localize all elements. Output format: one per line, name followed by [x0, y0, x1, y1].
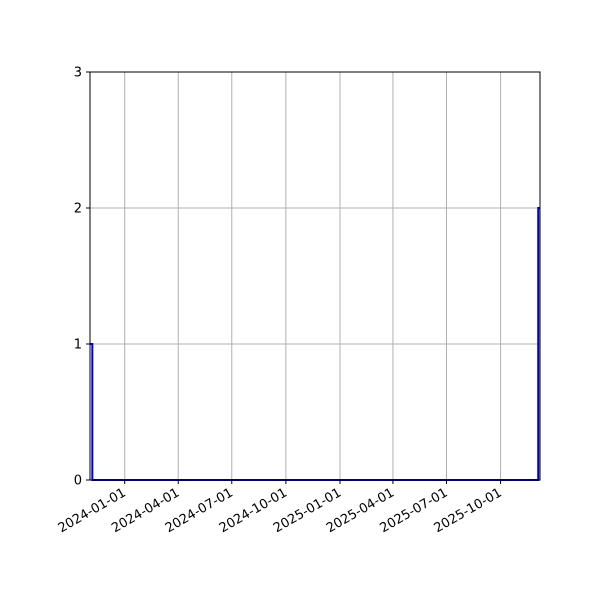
- plot-frame: [89, 71, 541, 481]
- y-axis: 0 1 2 3: [74, 66, 90, 489]
- y-tick-label: 3: [74, 66, 82, 81]
- y-tick-label: 2: [74, 202, 82, 217]
- y-tick-label: 0: [74, 474, 82, 489]
- y-tick-label: 1: [74, 338, 82, 353]
